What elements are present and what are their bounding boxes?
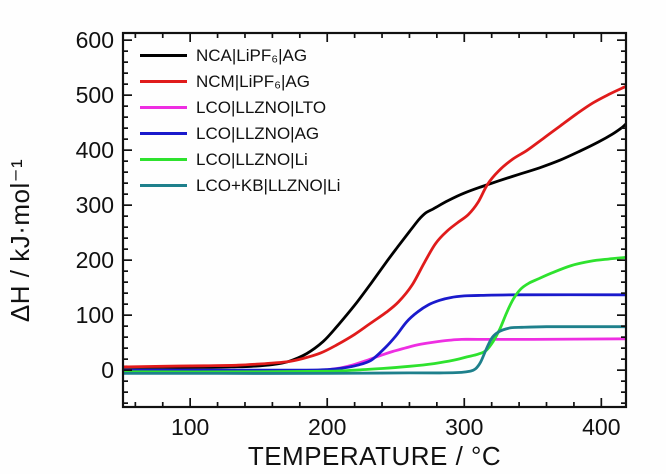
x-tick-label: 100 (171, 414, 209, 440)
legend-label: LCO|LLZNO|AG (196, 123, 320, 143)
legend-item-lco-llzno-lto: LCO|LLZNO|LTO (140, 94, 340, 120)
series-line-1 (123, 84, 626, 369)
legend-label: NCM|LiPF₆|AG (196, 71, 310, 91)
chart-legend: NCA|LiPF₆|AG NCM|LiPF₆|AG LCO|LLZNO|LTO … (140, 42, 340, 198)
x-tick-labels: 100 200 300 400 (171, 414, 621, 440)
legend-line-swatch (140, 183, 187, 187)
x-tick-label: 400 (582, 414, 620, 440)
legend-item-nca-lipf6-ag: NCA|LiPF₆|AG (140, 42, 340, 68)
x-tick-label: 300 (445, 414, 483, 440)
y-axis-title-wrap: ΔH / kJ·mol⁻¹ (2, 95, 40, 385)
x-axis-title: TEMPERATURE / °C (247, 441, 502, 471)
y-tick-label: 0 (101, 357, 114, 383)
legend-item-ncm-lipf6-ag: NCM|LiPF₆|AG (140, 68, 340, 94)
legend-line-swatch (140, 105, 187, 109)
legend-item-lco-llzno-li: LCO|LLZNO|Li (140, 146, 340, 172)
legend-label: NCA|LiPF₆|AG (196, 45, 308, 65)
y-axis-title: ΔH / kJ·mol⁻¹ (5, 158, 36, 322)
legend-line-swatch (140, 131, 187, 135)
legend-label: LCO+KB|LLZNO|Li (196, 175, 341, 195)
series-line-5 (123, 325, 626, 375)
legend-line-swatch (140, 157, 187, 161)
x-tick-label: 200 (308, 414, 346, 440)
series-line-3 (123, 293, 626, 372)
series-group (123, 84, 626, 375)
legend-line-swatch (140, 79, 187, 83)
legend-line-swatch (140, 53, 187, 57)
y-tick-label: 400 (76, 137, 114, 163)
series-line-0 (123, 122, 626, 369)
y-tick-label: 500 (76, 82, 114, 108)
legend-item-lco-kb-llzno-li: LCO+KB|LLZNO|Li (140, 172, 340, 198)
plot-border (121, 31, 628, 409)
y-tick-labels: 0 100 200 300 400 500 600 (76, 27, 114, 383)
legend-item-lco-llzno-ag: LCO|LLZNO|AG (140, 120, 340, 146)
y-tick-label: 600 (76, 27, 114, 53)
y-tick-label: 300 (76, 192, 114, 218)
y-tick-label: 100 (76, 302, 114, 328)
legend-label: LCO|LLZNO|Li (196, 149, 308, 169)
legend-label: LCO|LLZNO|LTO (196, 97, 327, 117)
series-line-4 (123, 255, 626, 374)
y-tick-label: 200 (76, 247, 114, 273)
